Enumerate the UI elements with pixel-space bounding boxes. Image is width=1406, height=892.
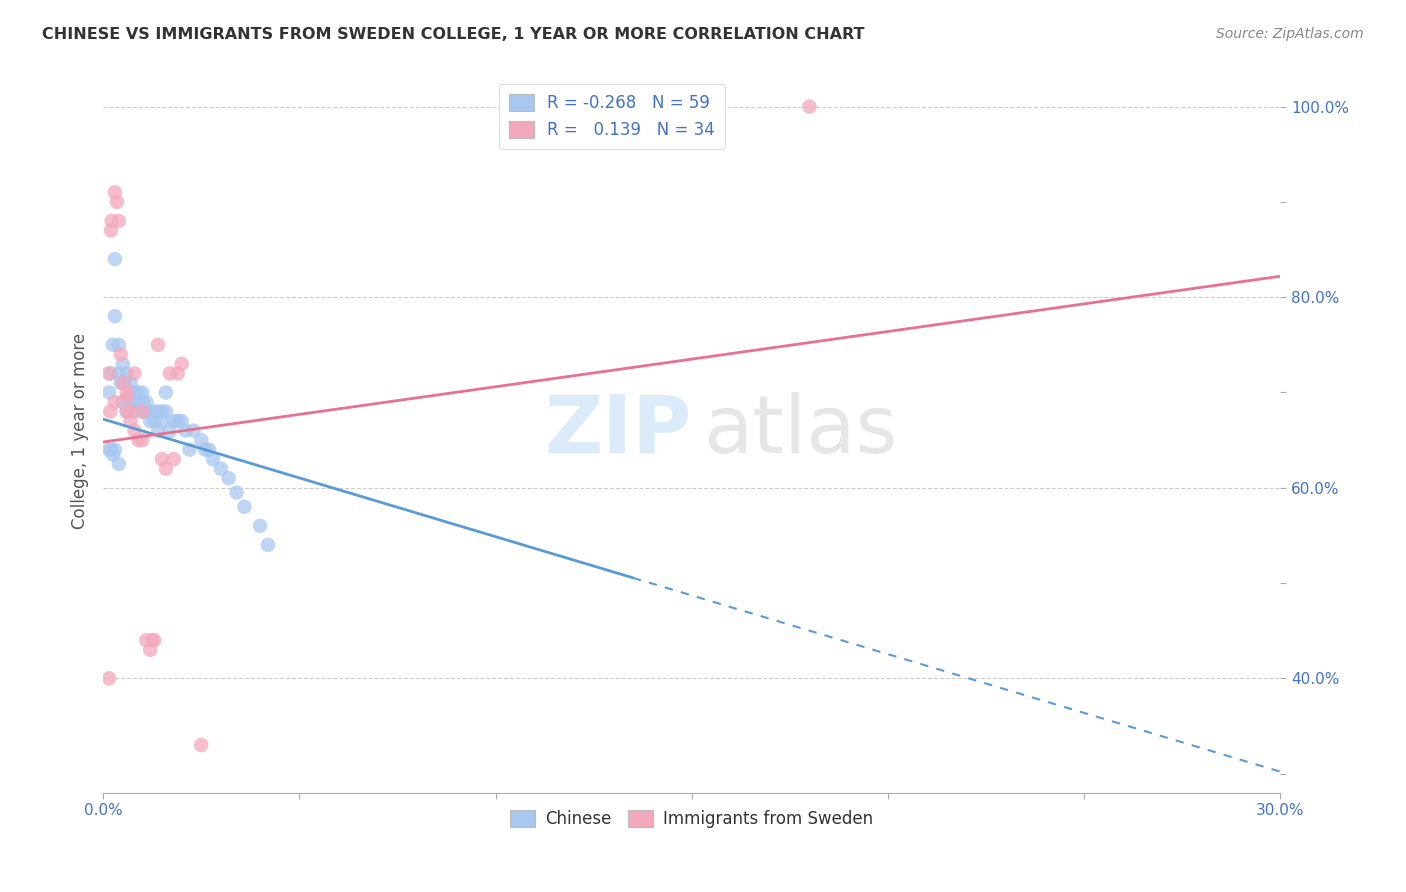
Point	[163, 452, 186, 467]
Point	[190, 433, 212, 447]
Point	[139, 414, 162, 428]
Point	[170, 414, 193, 428]
Point	[218, 471, 240, 485]
Point	[115, 395, 138, 409]
Point	[233, 500, 256, 514]
Point	[124, 385, 146, 400]
Point	[111, 357, 134, 371]
Point	[110, 347, 132, 361]
Point	[179, 442, 201, 457]
Text: atlas: atlas	[703, 392, 898, 469]
Point	[127, 395, 149, 409]
Point	[155, 385, 177, 400]
Point	[100, 367, 122, 381]
Point	[155, 461, 177, 475]
Point	[98, 367, 121, 381]
Point	[98, 671, 121, 685]
Point	[163, 414, 186, 428]
Point	[141, 633, 163, 648]
Point	[100, 214, 122, 228]
Point	[120, 376, 142, 390]
Point	[143, 633, 166, 648]
Point	[135, 395, 157, 409]
Point	[131, 404, 153, 418]
Point	[108, 367, 131, 381]
Point	[143, 414, 166, 428]
Point	[131, 404, 153, 418]
Point	[101, 447, 124, 461]
Point	[124, 395, 146, 409]
Point	[111, 395, 134, 409]
Point	[131, 433, 153, 447]
Point	[115, 385, 138, 400]
Point	[131, 385, 153, 400]
Point	[194, 442, 217, 457]
Point	[170, 357, 193, 371]
Point	[249, 519, 271, 533]
Point	[183, 424, 205, 438]
Point	[104, 310, 127, 324]
Point	[143, 404, 166, 418]
Point	[114, 376, 136, 390]
Point	[135, 404, 157, 418]
Point	[150, 414, 173, 428]
Point	[127, 433, 149, 447]
Point	[201, 452, 224, 467]
Point	[159, 367, 181, 381]
Text: ZIP: ZIP	[544, 392, 692, 469]
Point	[146, 404, 169, 418]
Point	[146, 338, 169, 352]
Point	[166, 367, 188, 381]
Point	[166, 414, 188, 428]
Point	[225, 485, 247, 500]
Point	[100, 223, 122, 237]
Point	[120, 414, 142, 428]
Point	[98, 442, 121, 457]
Point	[124, 424, 146, 438]
Point	[110, 376, 132, 390]
Point	[127, 385, 149, 400]
Point	[104, 395, 127, 409]
Point	[104, 442, 127, 457]
Point	[104, 186, 127, 200]
Text: CHINESE VS IMMIGRANTS FROM SWEDEN COLLEGE, 1 YEAR OR MORE CORRELATION CHART: CHINESE VS IMMIGRANTS FROM SWEDEN COLLEG…	[42, 27, 865, 42]
Point	[155, 404, 177, 418]
Point	[120, 385, 142, 400]
Point	[115, 367, 138, 381]
Point	[105, 194, 128, 209]
Point	[120, 404, 142, 418]
Point	[139, 404, 162, 418]
Point	[115, 404, 138, 418]
Point	[98, 385, 121, 400]
Point	[174, 424, 197, 438]
Point	[120, 395, 142, 409]
Point	[257, 538, 280, 552]
Y-axis label: College, 1 year or more: College, 1 year or more	[72, 333, 89, 529]
Point	[146, 424, 169, 438]
Point	[131, 395, 153, 409]
Point	[150, 404, 173, 418]
Point	[135, 633, 157, 648]
Point	[108, 457, 131, 471]
Point	[150, 452, 173, 467]
Point	[159, 424, 181, 438]
Point	[98, 404, 121, 418]
Point	[104, 252, 127, 266]
Legend: Chinese, Immigrants from Sweden: Chinese, Immigrants from Sweden	[503, 804, 880, 835]
Point	[101, 338, 124, 352]
Point	[198, 442, 221, 457]
Point	[108, 338, 131, 352]
Point	[124, 367, 146, 381]
Point	[115, 390, 138, 404]
Point	[209, 461, 232, 475]
Point	[190, 738, 212, 752]
Point	[799, 100, 821, 114]
Point	[124, 404, 146, 418]
Point	[139, 642, 162, 657]
Text: Source: ZipAtlas.com: Source: ZipAtlas.com	[1216, 27, 1364, 41]
Point	[100, 442, 122, 457]
Point	[111, 376, 134, 390]
Point	[108, 214, 131, 228]
Point	[115, 404, 138, 418]
